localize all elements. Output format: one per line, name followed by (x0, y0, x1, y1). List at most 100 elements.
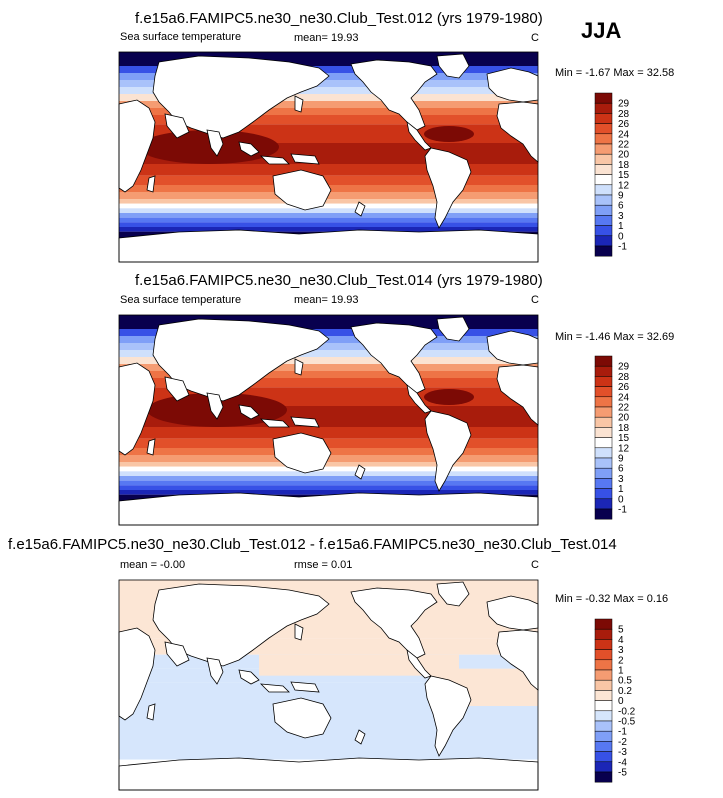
panel-2-map (118, 314, 539, 526)
continent (118, 492, 539, 526)
panel-3-minmax: Min = -0.32 Max = 0.16 (555, 593, 669, 605)
colorbar-tick-label: 15 (618, 170, 630, 181)
sst-band (119, 350, 538, 357)
continent (164, 376, 190, 402)
sst-band (119, 80, 538, 87)
colorbar-tick-label: 12 (618, 180, 630, 191)
continent (424, 410, 472, 492)
panel-1-minmax: Min = -1.67 Max = 32.58 (555, 67, 675, 79)
sst-band (119, 213, 538, 218)
continent (486, 67, 539, 103)
continent (272, 169, 332, 211)
colorbar-tick-label: 5 (618, 625, 624, 636)
colorbar-swatch (594, 416, 613, 428)
colorbar-tick-label: -0.2 (618, 706, 636, 717)
continent (290, 153, 320, 165)
sst-band (119, 343, 538, 350)
continent (354, 729, 366, 745)
colorbar-tick-label: 1 (618, 484, 624, 495)
sst-band (119, 203, 538, 209)
colorbar-swatch (594, 184, 613, 196)
continent (272, 432, 332, 474)
colorbar-swatch (594, 174, 613, 186)
colorbar-tick-label: 9 (618, 191, 624, 202)
continent (436, 316, 470, 342)
continent (424, 675, 472, 757)
colorbar-swatch (594, 669, 613, 681)
colorbar-swatch (594, 457, 613, 469)
colorbar-swatch (594, 720, 613, 732)
colorbar-swatch (594, 215, 613, 226)
sst-band (119, 199, 538, 204)
colorbar-swatch (594, 102, 613, 114)
colorbar-swatch (594, 710, 613, 722)
colorbar-swatch (594, 113, 613, 124)
continent (238, 669, 260, 685)
colorbar-swatch (594, 741, 613, 752)
season-label: JJA (581, 18, 622, 43)
continent (436, 581, 470, 607)
colorbar-swatch (594, 447, 613, 459)
colorbar-tick-label: 1 (618, 666, 624, 677)
colorbar-tick-label: 18 (618, 423, 630, 434)
colorbar-tick-label: 3 (618, 645, 624, 656)
panel-1-units-label: C (531, 32, 539, 44)
sst-band (119, 490, 538, 495)
colorbar-tick-label: 12 (618, 443, 630, 454)
continent (290, 416, 320, 428)
colorbar-swatch (594, 649, 613, 661)
sst-band (119, 115, 538, 125)
continent (272, 697, 332, 739)
colorbar-swatch (594, 488, 613, 500)
continent (206, 392, 224, 420)
panel-2-minmax: Min = -1.46 Max = 32.69 (555, 331, 675, 343)
colorbar-tick-label: -5 (618, 768, 627, 779)
colorbar-swatch (594, 365, 613, 377)
continent (164, 113, 190, 139)
colorbar-tick-label: 28 (618, 372, 630, 383)
colorbar-swatch (594, 771, 613, 783)
continent (486, 595, 539, 631)
colorbar-tick-label: 4 (618, 635, 624, 646)
colorbar-tick-label: 3 (618, 474, 624, 485)
continent (146, 438, 156, 456)
colorbar-tick-label: -1 (618, 505, 627, 516)
sst-band (119, 476, 538, 481)
colorbar-swatch (594, 639, 613, 650)
continent (118, 362, 156, 456)
sst-band (119, 357, 538, 364)
sst-band (119, 466, 538, 472)
colorbar-tick-label: 22 (618, 403, 630, 414)
panel-2-variable-label: Sea surface temperature (120, 294, 242, 306)
warm-pool (139, 130, 279, 164)
sst-band (119, 480, 538, 486)
colorbar-tick-label: 18 (618, 160, 630, 171)
colorbar-swatch (594, 204, 613, 216)
continent (294, 623, 304, 641)
continent (486, 330, 539, 366)
colorbar-tick-label: 26 (618, 119, 630, 130)
continent (354, 464, 366, 480)
colorbar-tick-label: -2 (618, 737, 627, 748)
warm-pool (424, 389, 474, 405)
sst-band (119, 94, 538, 101)
colorbar-tick-label: 6 (618, 201, 624, 212)
panel-1-variable-label: Sea surface temperature (120, 31, 242, 43)
colorbar-tick-label: 24 (618, 129, 630, 140)
continent (406, 121, 432, 151)
colorbar-tick-label: 0.5 (618, 676, 632, 687)
colorbar-tick-label: 20 (618, 413, 630, 424)
continent (496, 101, 539, 163)
sst-band (119, 87, 538, 94)
colorbar-swatch (594, 730, 613, 742)
continent (118, 229, 539, 263)
colorbar-tick-label: 29 (618, 362, 630, 373)
sst-band (119, 485, 538, 490)
panel-3-title: f.e15a6.FAMIPC5.ne30_ne30.Club_Test.012 … (8, 536, 617, 553)
sst-band (119, 329, 538, 336)
sst-band (119, 175, 538, 185)
panel-1-map (118, 51, 539, 263)
sst-band (119, 364, 538, 371)
